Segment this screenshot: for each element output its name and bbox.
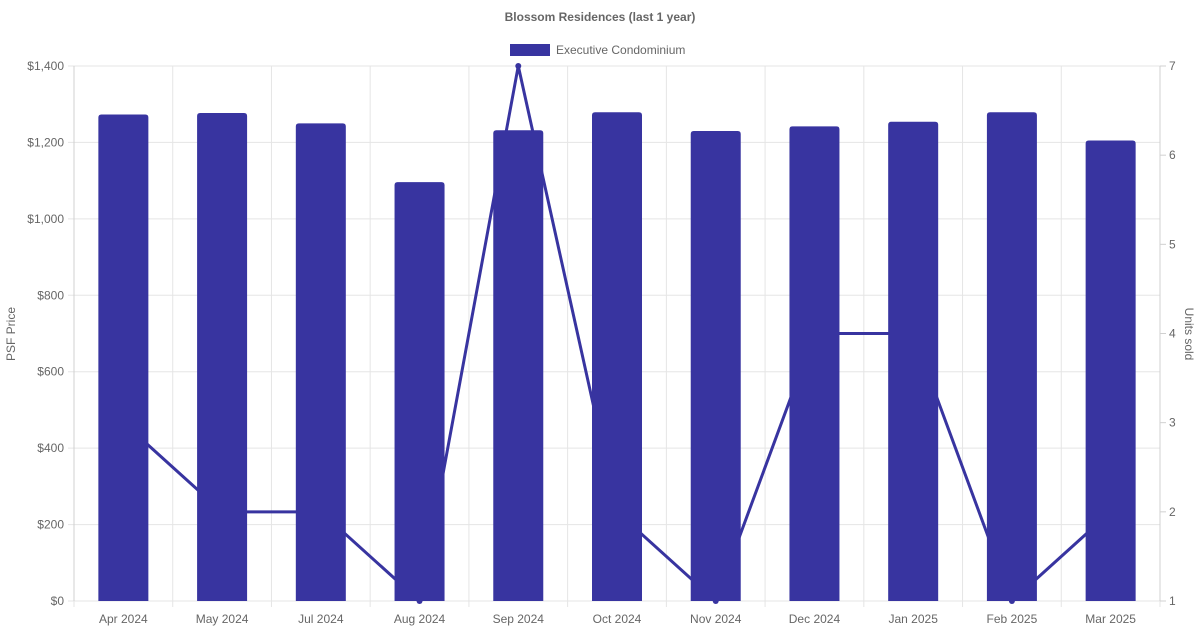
right-tick-label: 3 — [1169, 416, 1176, 430]
bar-series — [98, 112, 1136, 602]
legend-label: Executive Condominium — [556, 43, 685, 57]
x-tick-label: Sep 2024 — [493, 612, 545, 626]
right-tick-label: 7 — [1169, 59, 1176, 73]
chart-title: Blossom Residences (last 1 year) — [505, 10, 696, 24]
left-tick-label: $1,400 — [27, 59, 64, 73]
x-tick-label: Oct 2024 — [593, 612, 642, 626]
bar[interactable] — [295, 123, 346, 602]
right-tick-label: 4 — [1169, 327, 1176, 341]
left-tick-label: $0 — [51, 594, 65, 608]
x-axis-ticks: Apr 2024 May 2024 Jul 2024 Aug 2024 Sep 2024… — [99, 612, 1136, 626]
right-axis-title: Units sold — [1182, 308, 1196, 361]
x-tick-label: Jan 2025 — [888, 612, 938, 626]
x-tick-label: May 2024 — [196, 612, 249, 626]
x-tick-label: Apr 2024 — [99, 612, 148, 626]
bar[interactable] — [888, 121, 939, 602]
left-tick-label: $400 — [37, 441, 64, 455]
left-tick-label: $600 — [37, 365, 64, 379]
bar[interactable] — [394, 182, 445, 601]
left-tick-label: $1,200 — [27, 135, 64, 149]
bar[interactable] — [986, 112, 1037, 601]
left-tick-label: $200 — [37, 518, 64, 532]
bar[interactable] — [690, 130, 741, 601]
left-tick-label: $800 — [37, 288, 64, 302]
left-axis-ticks: $0 $200 $400 $600 $800 $1,000 $1,200 $1,400 — [27, 59, 64, 608]
bar[interactable] — [592, 112, 642, 601]
left-tick-label: $1,000 — [27, 212, 64, 226]
right-tick-label: 5 — [1169, 237, 1176, 251]
bar[interactable] — [493, 130, 544, 601]
x-tick-label: Aug 2024 — [394, 612, 446, 626]
legend[interactable]: Executive Condominium — [510, 43, 685, 57]
x-tick-label: Mar 2025 — [1085, 612, 1136, 626]
right-tick-label: 1 — [1169, 594, 1176, 608]
legend-swatch — [510, 44, 550, 56]
x-tick-label: Feb 2025 — [987, 612, 1038, 626]
line-point[interactable] — [515, 63, 522, 69]
x-tick-label: Dec 2024 — [789, 612, 841, 626]
right-tick-label: 6 — [1169, 148, 1176, 162]
bar[interactable] — [98, 114, 149, 602]
x-tick-label: Jul 2024 — [298, 612, 344, 626]
bar[interactable] — [789, 126, 840, 601]
left-axis-title: PSF Price — [4, 307, 18, 361]
x-tick-label: Nov 2024 — [690, 612, 742, 626]
bar[interactable] — [197, 113, 248, 601]
right-tick-label: 2 — [1169, 505, 1176, 519]
bar[interactable] — [1085, 140, 1136, 601]
right-axis-ticks: 1 2 3 4 5 6 7 — [1169, 59, 1176, 608]
